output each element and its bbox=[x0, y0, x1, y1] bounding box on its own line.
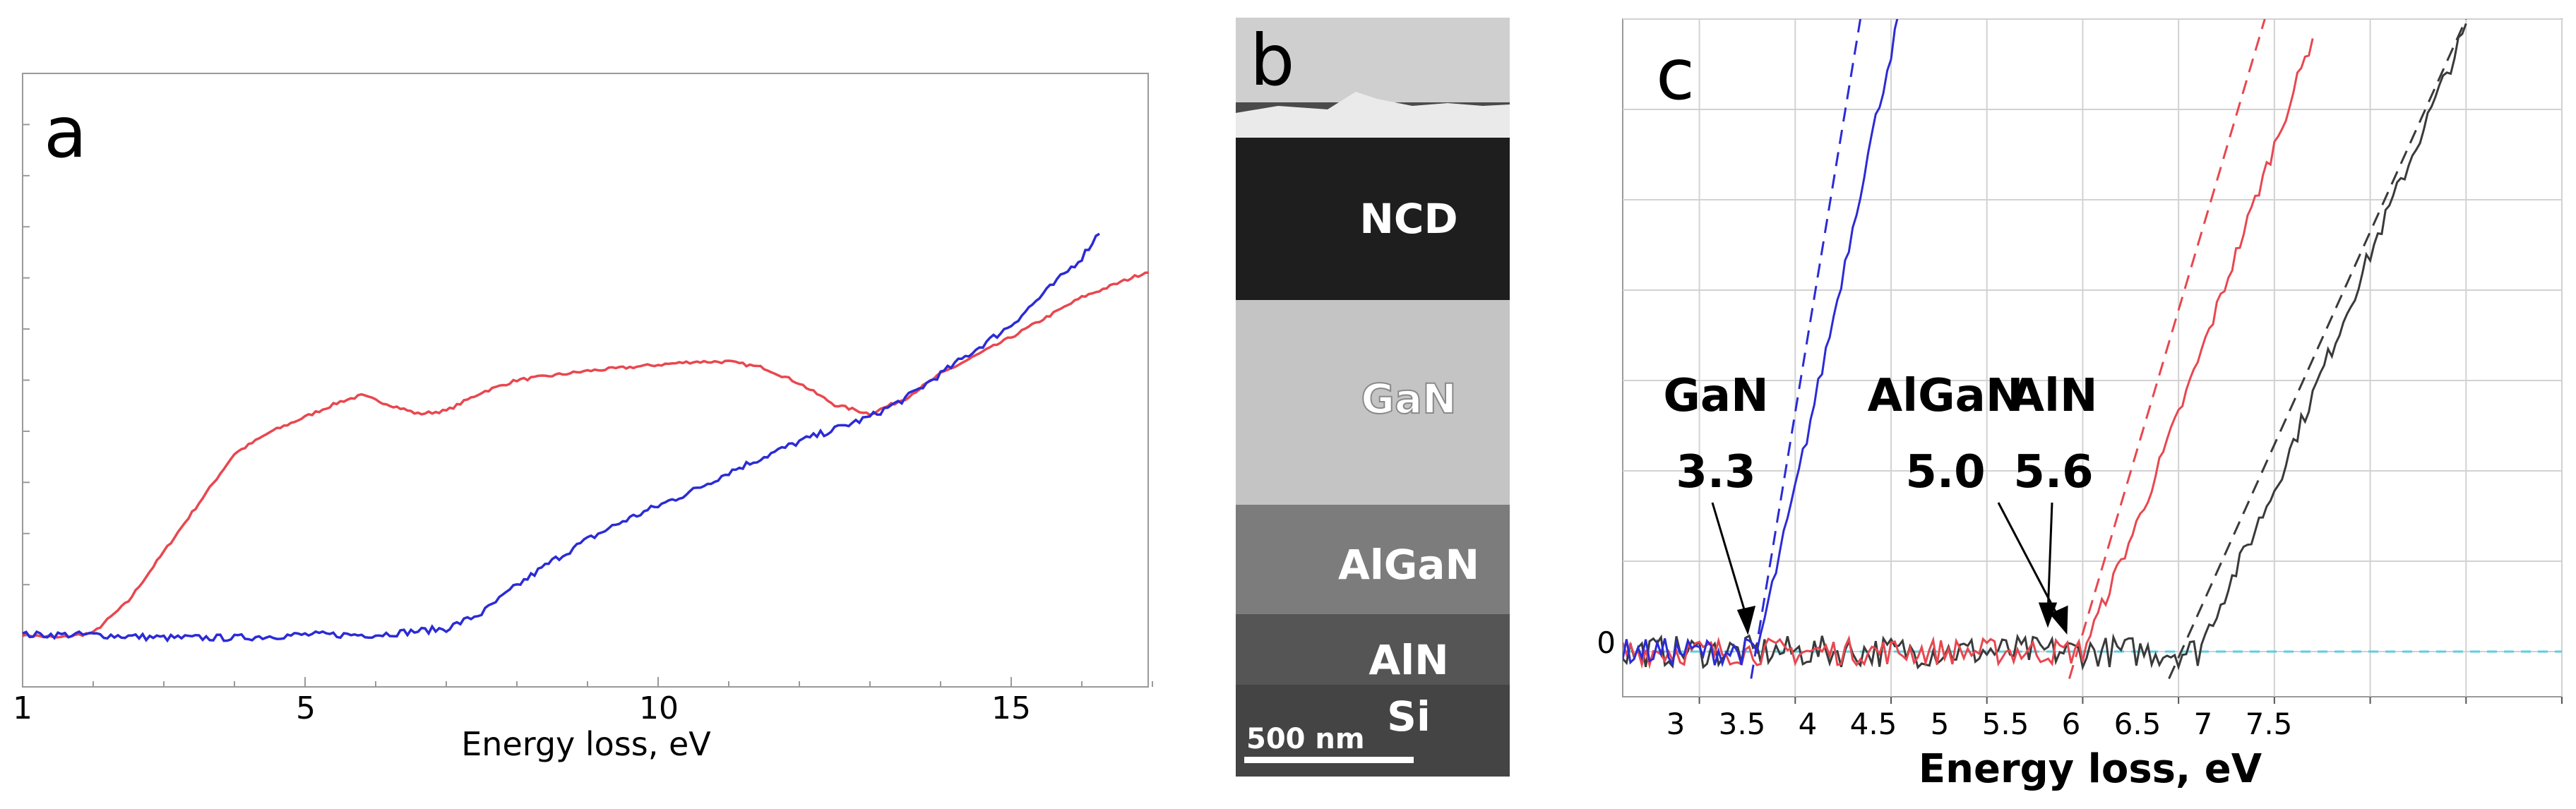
panel-c-series-algan bbox=[1623, 38, 2314, 669]
arrow-gan bbox=[1711, 502, 1749, 622]
arrow-algan bbox=[1997, 502, 2062, 622]
panel-a-y-ticks bbox=[23, 73, 30, 688]
panel-c: c 0 3 3.5 4 4.5 5 5.5 6 6.5 7 7.5 Energy… bbox=[1597, 18, 2563, 792]
panel-a-tick-5: 5 bbox=[296, 690, 316, 726]
panel-a-xlabel: Energy loss, eV bbox=[461, 725, 711, 763]
layer-label-gan: GaN bbox=[1361, 375, 1456, 423]
panel-c-tick-4-5: 4.5 bbox=[1850, 707, 1897, 741]
panel-c-fit-gan bbox=[1750, 19, 1862, 679]
panel-a-x-ticks bbox=[22, 677, 1153, 687]
layer-algan-region bbox=[1236, 505, 1510, 614]
annotation-algan-name: AlGaN bbox=[1868, 370, 2024, 422]
panel-c-tick-3: 3 bbox=[1666, 707, 1686, 741]
annotation-gan-value: 3.3 bbox=[1676, 446, 1755, 498]
arrow-aln bbox=[2046, 502, 2053, 615]
arrow-gan-head bbox=[1736, 605, 1756, 635]
scale-bar bbox=[1244, 757, 1414, 763]
micrograph-surface-layer bbox=[1236, 92, 1510, 138]
annotation-arrows bbox=[1711, 502, 2068, 635]
panel-a-tick-15: 15 bbox=[991, 690, 1031, 726]
panel-c-series-gan bbox=[1623, 19, 1899, 668]
layer-label-aln: AlN bbox=[1368, 636, 1448, 684]
panel-a-series-red bbox=[21, 271, 1150, 639]
scale-bar-label: 500 nm bbox=[1246, 723, 1365, 755]
panel-c-xlabel: Energy loss, eV bbox=[1919, 746, 2262, 792]
panel-c-tick-6: 6 bbox=[2062, 707, 2081, 741]
panel-c-zero-label: 0 bbox=[1597, 625, 1616, 660]
panel-c-tick-3-5: 3.5 bbox=[1719, 707, 1766, 741]
panel-a-tick-10: 10 bbox=[639, 690, 679, 726]
panel-c-fit-algan bbox=[2068, 19, 2266, 679]
annotation-algan-value: 5.0 bbox=[1905, 446, 1985, 498]
arrow-aln-head bbox=[2038, 602, 2058, 628]
layer-aln-region bbox=[1236, 614, 1510, 685]
panel-a-series-blue bbox=[22, 232, 1100, 643]
annotation-gan-name: GaN bbox=[1663, 370, 1768, 422]
panel-a-frame bbox=[22, 73, 1149, 688]
panel-c-tick-7: 7 bbox=[2194, 707, 2213, 741]
arrow-algan-head bbox=[2049, 605, 2068, 635]
panel-c-series-aln bbox=[1623, 23, 2467, 671]
panel-b-letter: b bbox=[1250, 19, 1294, 102]
panel-a-tick-1: 1 bbox=[13, 690, 32, 726]
panel-b: b NCD GaN AlGaN AlN Si 500 nm bbox=[1236, 18, 1510, 777]
panel-c-tick-6-5: 6.5 bbox=[2114, 707, 2161, 741]
layer-label-ncd: NCD bbox=[1359, 195, 1457, 243]
annotation-aln-name: AlN bbox=[2009, 370, 2097, 422]
panel-c-tick-7-5: 7.5 bbox=[2246, 707, 2293, 741]
panel-c-letter: c bbox=[1656, 33, 1695, 116]
micrograph-top-region bbox=[1236, 18, 1510, 102]
annotation-aln-value: 5.6 bbox=[2013, 446, 2093, 498]
layer-gan-region bbox=[1236, 300, 1510, 505]
panel-c-x-ticks bbox=[1698, 697, 2563, 704]
layer-label-algan: AlGaN bbox=[1338, 541, 1479, 589]
panel-c-fit-aln bbox=[2168, 19, 2467, 680]
layer-ncd-region bbox=[1236, 138, 1510, 300]
panel-a-letter: a bbox=[44, 91, 87, 174]
panel-a: a 1 5 10 15 Energy loss, eV bbox=[13, 73, 1153, 763]
panel-c-tick-5-5: 5.5 bbox=[1982, 707, 2029, 741]
panel-c-tick-4: 4 bbox=[1799, 707, 1818, 741]
panel-c-tick-5: 5 bbox=[1931, 707, 1950, 741]
layer-label-si: Si bbox=[1387, 693, 1431, 741]
